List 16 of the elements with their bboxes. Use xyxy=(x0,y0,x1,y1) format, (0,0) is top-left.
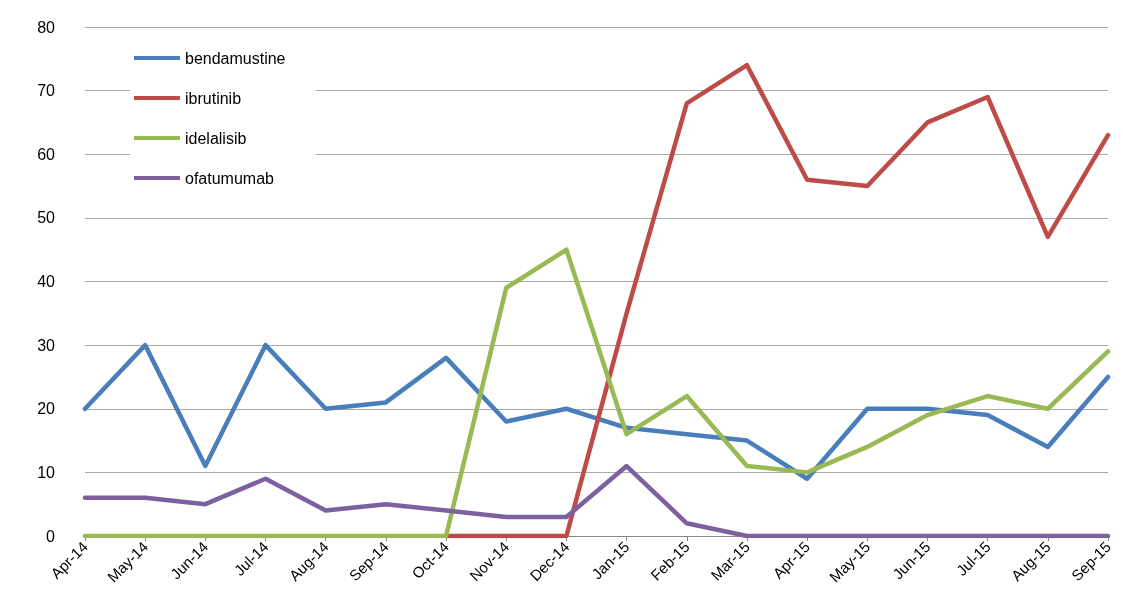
line-series xyxy=(82,342,1111,481)
legend-label: ofatumumab xyxy=(185,169,275,187)
y-tick-label: 10 xyxy=(37,463,56,481)
legend-label: bendamustine xyxy=(185,49,286,67)
line-series xyxy=(82,463,1111,539)
line-series xyxy=(82,247,1111,539)
y-tick-label: 50 xyxy=(37,209,56,227)
y-tick-label: 0 xyxy=(46,527,56,545)
y-tick-label: 80 xyxy=(37,18,56,36)
legend-label: idelalisib xyxy=(185,129,247,147)
legend-label: ibrutinib xyxy=(185,89,242,107)
y-tick-label: 30 xyxy=(37,336,56,354)
y-tick-label: 60 xyxy=(37,145,56,163)
y-tick-label: 40 xyxy=(37,273,56,290)
y-tick-label: 20 xyxy=(37,400,56,418)
y-tick-label: 70 xyxy=(37,82,56,100)
